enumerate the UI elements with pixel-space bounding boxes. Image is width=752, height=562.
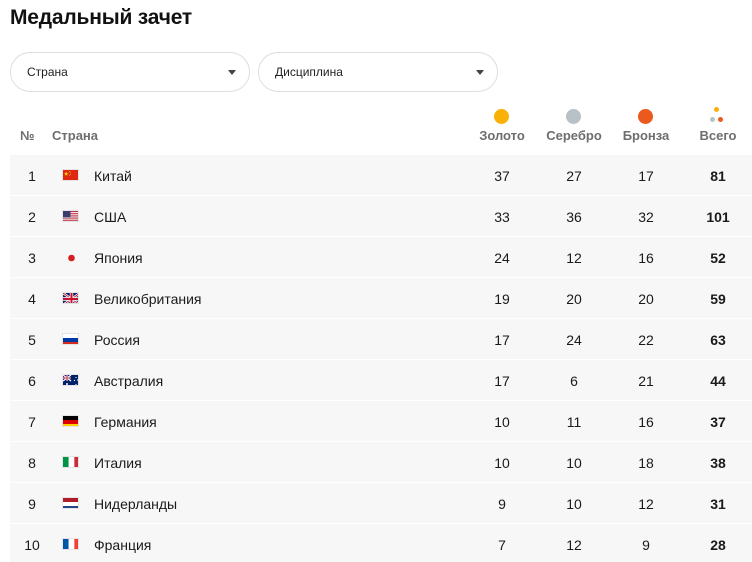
table-row[interactable]: 9 Нидерланды 9 10 12 31 (10, 483, 752, 524)
silver-count: 11 (566, 414, 582, 430)
silver-count: 12 (566, 250, 582, 266)
table-row[interactable]: 4 Великобритания 19 20 20 59 (10, 278, 752, 319)
bronze-count: 16 (638, 414, 654, 430)
germany-flag-icon (62, 415, 79, 427)
country-name[interactable]: Япония (94, 250, 143, 266)
rank-cell: 2 (28, 209, 36, 225)
gold-count: 10 (494, 414, 510, 430)
table-row[interactable]: 3 Япония 24 12 16 52 (10, 237, 752, 278)
total-count: 31 (710, 496, 726, 512)
total-count: 59 (710, 291, 726, 307)
gold-count: 33 (494, 209, 510, 225)
header-silver[interactable]: Серебро (546, 128, 602, 143)
header-bronze[interactable]: Бронза (622, 128, 670, 143)
table-row[interactable]: 8 Италия 10 10 18 38 (10, 442, 752, 483)
japan-flag-icon (62, 251, 79, 263)
medal-table-body: 1 Китай 37 27 17 81 2 США 33 36 32 101 3… (10, 155, 752, 562)
australia-flag-icon (62, 374, 79, 386)
total-count: 81 (710, 168, 726, 184)
total-medals-icon (707, 106, 727, 124)
total-count: 101 (706, 209, 730, 225)
discipline-filter-dropdown[interactable]: Дисциплина (258, 52, 498, 92)
country-filter-label: Страна (27, 65, 68, 79)
header-country: Страна (52, 128, 99, 143)
silver-count: 36 (566, 209, 582, 225)
total-count: 63 (710, 332, 726, 348)
silver-count: 12 (566, 537, 582, 553)
country-name[interactable]: Франция (94, 537, 152, 553)
bronze-medal-icon (638, 109, 653, 124)
country-name[interactable]: Россия (94, 332, 140, 348)
usa-flag-icon (62, 210, 79, 222)
table-row[interactable]: 2 США 33 36 32 101 (10, 196, 752, 237)
rank-cell: 8 (28, 455, 36, 471)
russia-flag-icon (62, 333, 79, 345)
rank-cell: 9 (28, 496, 36, 512)
bronze-count: 12 (638, 496, 654, 512)
silver-count: 20 (566, 291, 582, 307)
uk-flag-icon (62, 292, 79, 304)
header-total[interactable]: Всего (699, 128, 737, 143)
netherlands-flag-icon (62, 497, 79, 509)
silver-count: 24 (566, 332, 582, 348)
table-row[interactable]: 7 Германия 10 11 16 37 (10, 401, 752, 442)
bronze-count: 22 (638, 332, 654, 348)
total-count: 37 (710, 414, 726, 430)
bronze-count: 32 (638, 209, 654, 225)
header-rank: № (20, 128, 35, 143)
rank-cell: 6 (28, 373, 36, 389)
gold-count: 24 (494, 250, 510, 266)
country-filter-dropdown[interactable]: Страна (10, 52, 250, 92)
country-name[interactable]: Германия (94, 414, 157, 430)
silver-medal-icon (566, 109, 581, 124)
gold-count: 17 (494, 332, 510, 348)
italy-flag-icon (62, 456, 79, 468)
country-name[interactable]: Италия (94, 455, 142, 471)
bronze-count: 17 (638, 168, 654, 184)
bronze-count: 16 (638, 250, 654, 266)
table-row[interactable]: 1 Китай 37 27 17 81 (10, 155, 752, 196)
silver-count: 10 (566, 496, 582, 512)
country-name[interactable]: Нидерланды (94, 496, 178, 512)
china-flag-icon (62, 169, 79, 181)
gold-count: 17 (494, 373, 510, 389)
gold-medal-icon (494, 109, 509, 124)
gold-count: 7 (498, 537, 506, 553)
silver-count: 10 (566, 455, 582, 471)
bronze-count: 20 (638, 291, 654, 307)
bronze-count: 18 (638, 455, 654, 471)
rank-cell: 4 (28, 291, 36, 307)
chevron-down-icon (228, 70, 236, 75)
gold-count: 10 (494, 455, 510, 471)
rank-cell: 10 (24, 537, 40, 553)
gold-count: 9 (498, 496, 506, 512)
total-count: 38 (710, 455, 726, 471)
table-row[interactable]: 10 Франция 7 12 9 28 (10, 524, 752, 562)
chevron-down-icon (476, 70, 484, 75)
gold-count: 37 (494, 168, 510, 184)
country-name[interactable]: Австралия (94, 373, 164, 389)
discipline-filter-label: Дисциплина (275, 65, 343, 79)
total-count: 52 (710, 250, 726, 266)
rank-cell: 3 (28, 250, 36, 266)
france-flag-icon (62, 538, 79, 550)
rank-cell: 1 (28, 168, 36, 184)
bronze-count: 9 (642, 537, 650, 553)
total-count: 44 (710, 373, 726, 389)
table-row[interactable]: 6 Австралия 17 6 21 44 (10, 360, 752, 401)
silver-count: 6 (570, 373, 578, 389)
silver-count: 27 (566, 168, 582, 184)
rank-cell: 7 (28, 414, 36, 430)
table-header: № Страна Золото Серебро Бронза Всего (10, 104, 752, 154)
country-name[interactable]: США (94, 209, 127, 225)
country-name[interactable]: Китай (94, 168, 132, 184)
gold-count: 19 (494, 291, 510, 307)
total-count: 28 (710, 537, 726, 553)
rank-cell: 5 (28, 332, 36, 348)
page-title: Медальный зачет (10, 6, 192, 29)
table-row[interactable]: 5 Россия 17 24 22 63 (10, 319, 752, 360)
header-gold[interactable]: Золото (479, 128, 525, 143)
bronze-count: 21 (638, 373, 654, 389)
country-name[interactable]: Великобритания (94, 291, 202, 307)
